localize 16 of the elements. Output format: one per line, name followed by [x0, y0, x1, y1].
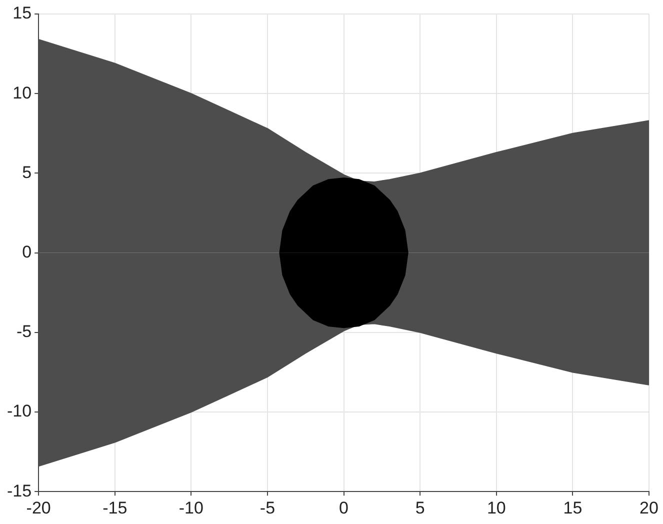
- y-tick-label: 10: [12, 83, 32, 102]
- x-tick-label: -20: [26, 498, 51, 518]
- x-tick-label: -5: [260, 498, 276, 518]
- y-tick-label: -5: [16, 322, 32, 342]
- y-tick-label: 0: [22, 242, 32, 262]
- x-tick-label: 20: [640, 498, 658, 518]
- x-tick-label: 5: [415, 498, 425, 518]
- x-tick-label: -10: [178, 498, 204, 518]
- x-tick-label: 10: [486, 498, 506, 518]
- x-tick-label: -15: [102, 498, 128, 518]
- x-tick-label: 15: [563, 498, 582, 518]
- y-tick-label: 5: [22, 162, 32, 182]
- y-tick-label: 15: [12, 4, 32, 23]
- y-tick-label: -15: [6, 481, 32, 500]
- x-tick-label: 0: [339, 498, 349, 518]
- y-tick-label: -10: [6, 402, 32, 421]
